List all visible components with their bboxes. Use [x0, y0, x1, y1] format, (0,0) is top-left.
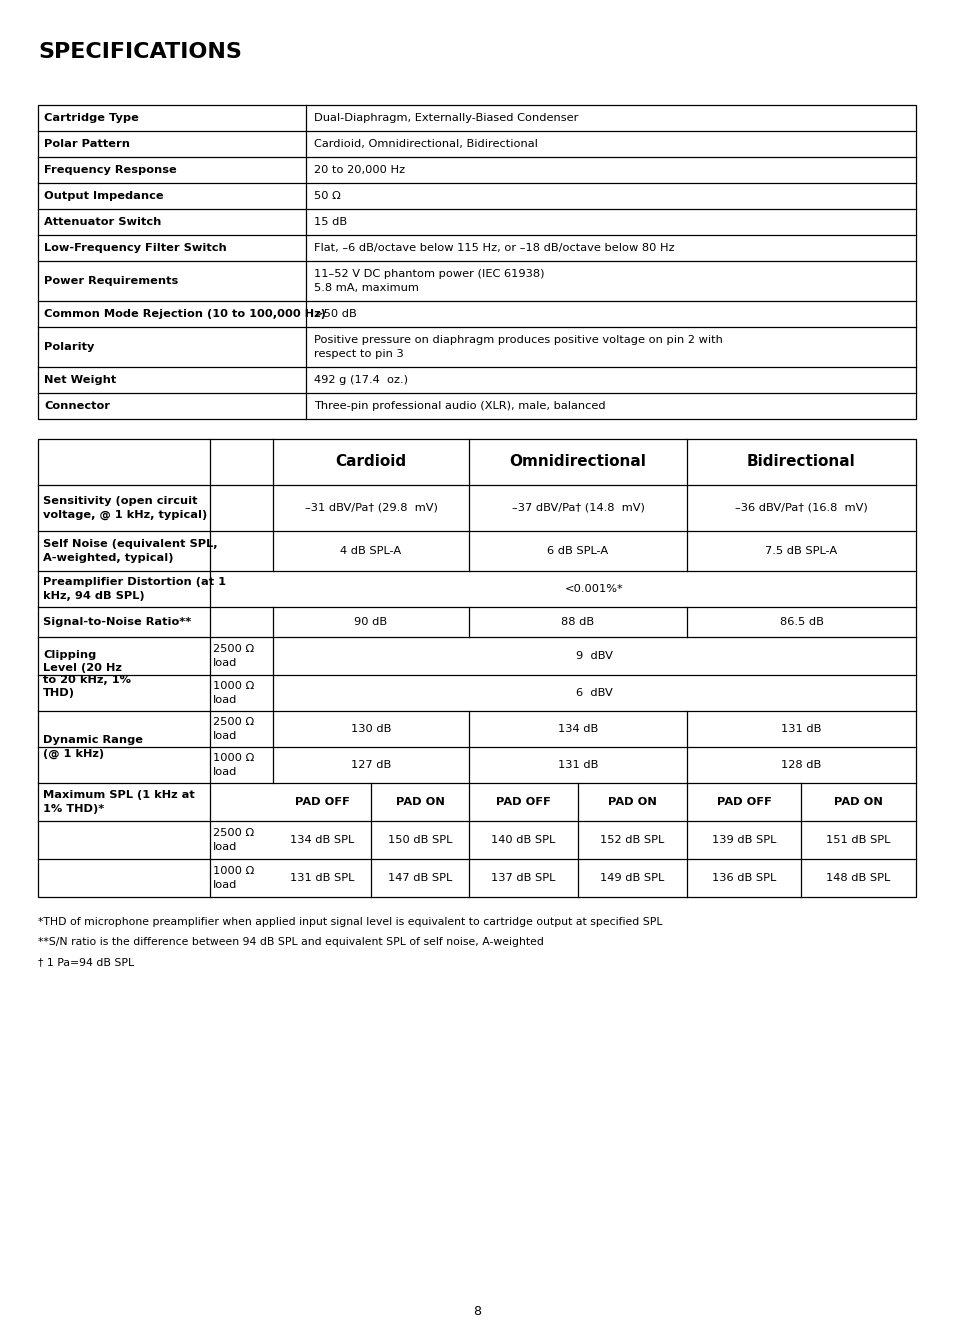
Text: Power Requirements: Power Requirements [44, 277, 178, 286]
Text: >50 dB: >50 dB [314, 309, 356, 319]
Text: PAD ON: PAD ON [395, 798, 444, 807]
Text: 492 g (17.4  oz.): 492 g (17.4 oz.) [314, 375, 408, 385]
Text: 134 dB SPL: 134 dB SPL [290, 835, 354, 844]
Text: 137 dB SPL: 137 dB SPL [491, 872, 555, 883]
Text: 1000 Ω
load: 1000 Ω load [213, 754, 254, 776]
Text: 20 to 20,000 Hz: 20 to 20,000 Hz [314, 166, 405, 175]
Text: Cardioid: Cardioid [335, 454, 406, 469]
Text: Low-Frequency Filter Switch: Low-Frequency Filter Switch [44, 243, 227, 253]
Text: Maximum SPL (1 kHz at
1% THD)*: Maximum SPL (1 kHz at 1% THD)* [43, 791, 194, 814]
Text: Polarity: Polarity [44, 342, 94, 351]
Text: 88 dB: 88 dB [561, 617, 594, 627]
Text: PAD ON: PAD ON [607, 798, 657, 807]
Text: 131 dB: 131 dB [781, 724, 821, 733]
Text: 134 dB: 134 dB [558, 724, 598, 733]
Text: 90 dB: 90 dB [355, 617, 387, 627]
Text: Three-pin professional audio (XLR), male, balanced: Three-pin professional audio (XLR), male… [314, 401, 605, 411]
Text: 136 dB SPL: 136 dB SPL [711, 872, 776, 883]
Text: Cardioid, Omnidirectional, Bidirectional: Cardioid, Omnidirectional, Bidirectional [314, 139, 537, 150]
Text: 149 dB SPL: 149 dB SPL [599, 872, 664, 883]
Text: 11–52 V DC phantom power (IEC 61938)
5.8 mA, maximum: 11–52 V DC phantom power (IEC 61938) 5.8… [314, 270, 544, 293]
Text: Frequency Response: Frequency Response [44, 166, 176, 175]
Text: –36 dBV/Pa† (16.8  mV): –36 dBV/Pa† (16.8 mV) [735, 502, 867, 513]
Text: 127 dB: 127 dB [351, 760, 391, 770]
Text: Bidirectional: Bidirectional [746, 454, 855, 469]
Text: Attenuator Switch: Attenuator Switch [44, 216, 161, 227]
Text: PAD OFF: PAD OFF [496, 798, 551, 807]
Text: 86.5 dB: 86.5 dB [779, 617, 822, 627]
Text: Self Noise (equivalent SPL,
A-weighted, typical): Self Noise (equivalent SPL, A-weighted, … [43, 540, 217, 562]
Text: 147 dB SPL: 147 dB SPL [388, 872, 452, 883]
Text: Net Weight: Net Weight [44, 375, 116, 385]
Text: –31 dBV/Pa† (29.8  mV): –31 dBV/Pa† (29.8 mV) [304, 502, 437, 513]
Text: 148 dB SPL: 148 dB SPL [825, 872, 890, 883]
Text: Clipping
Level (20 Hz
to 20 kHz, 1%
THD): Clipping Level (20 Hz to 20 kHz, 1% THD) [43, 651, 131, 697]
Bar [38, 106, 915, 420]
Text: 130 dB: 130 dB [351, 724, 391, 733]
Text: *THD of microphone preamplifier when applied input signal level is equivalent to: *THD of microphone preamplifier when app… [38, 916, 661, 927]
Text: Output Impedance: Output Impedance [44, 191, 164, 200]
Text: Cartridge Type: Cartridge Type [44, 114, 139, 123]
Text: PAD OFF: PAD OFF [716, 798, 771, 807]
Text: Omnidirectional: Omnidirectional [509, 454, 646, 469]
Text: 2500 Ω
load: 2500 Ω load [213, 717, 253, 740]
Text: 131 dB SPL: 131 dB SPL [290, 872, 354, 883]
Text: 2500 Ω
load: 2500 Ω load [213, 644, 253, 668]
Text: 1000 Ω
load: 1000 Ω load [213, 681, 254, 704]
Text: Sensitivity (open circuit
voltage, @ 1 kHz, typical): Sensitivity (open circuit voltage, @ 1 k… [43, 496, 207, 520]
Text: Polar Pattern: Polar Pattern [44, 139, 130, 150]
Text: 7.5 dB SPL-A: 7.5 dB SPL-A [764, 546, 837, 556]
Text: Common Mode Rejection (10 to 100,000 Hz): Common Mode Rejection (10 to 100,000 Hz) [44, 309, 326, 319]
Text: 128 dB: 128 dB [781, 760, 821, 770]
Text: <0.001%*: <0.001%* [564, 584, 623, 595]
Text: 131 dB: 131 dB [558, 760, 598, 770]
Text: **S/N ratio is the difference between 94 dB SPL and equivalent SPL of self noise: **S/N ratio is the difference between 94… [38, 937, 543, 947]
Bar [38, 440, 915, 896]
Text: 140 dB SPL: 140 dB SPL [491, 835, 555, 844]
Text: 4 dB SPL-A: 4 dB SPL-A [340, 546, 401, 556]
Text: Signal-to-Noise Ratio**: Signal-to-Noise Ratio** [43, 617, 191, 627]
Text: Dual-Diaphragm, Externally-Biased Condenser: Dual-Diaphragm, Externally-Biased Conden… [314, 114, 578, 123]
Text: Dynamic Range
(@ 1 kHz): Dynamic Range (@ 1 kHz) [43, 735, 143, 759]
Text: PAD ON: PAD ON [833, 798, 882, 807]
Text: 6  dBV: 6 dBV [576, 688, 612, 697]
Text: 6 dB SPL-A: 6 dB SPL-A [547, 546, 608, 556]
Text: SPECIFICATIONS: SPECIFICATIONS [38, 41, 242, 61]
Text: Preamplifier Distortion (at 1
kHz, 94 dB SPL): Preamplifier Distortion (at 1 kHz, 94 dB… [43, 577, 226, 601]
Text: 150 dB SPL: 150 dB SPL [388, 835, 452, 844]
Text: Flat, –6 dB/octave below 115 Hz, or –18 dB/octave below 80 Hz: Flat, –6 dB/octave below 115 Hz, or –18 … [314, 243, 674, 253]
Text: –37 dBV/Pa† (14.8  mV): –37 dBV/Pa† (14.8 mV) [511, 502, 644, 513]
Text: 2500 Ω
load: 2500 Ω load [213, 828, 253, 851]
Text: PAD OFF: PAD OFF [294, 798, 349, 807]
Text: 8: 8 [473, 1305, 480, 1319]
Text: 15 dB: 15 dB [314, 216, 347, 227]
Text: Positive pressure on diaphragm produces positive voltage on pin 2 with
respect t: Positive pressure on diaphragm produces … [314, 335, 722, 358]
Text: 9  dBV: 9 dBV [576, 651, 612, 661]
Text: Connector: Connector [44, 401, 110, 411]
Text: 139 dB SPL: 139 dB SPL [711, 835, 776, 844]
Text: 50 Ω: 50 Ω [314, 191, 340, 200]
Text: 152 dB SPL: 152 dB SPL [599, 835, 664, 844]
Text: 1000 Ω
load: 1000 Ω load [213, 867, 254, 890]
Text: † 1 Pa=94 dB SPL: † 1 Pa=94 dB SPL [38, 957, 134, 967]
Text: 151 dB SPL: 151 dB SPL [825, 835, 890, 844]
